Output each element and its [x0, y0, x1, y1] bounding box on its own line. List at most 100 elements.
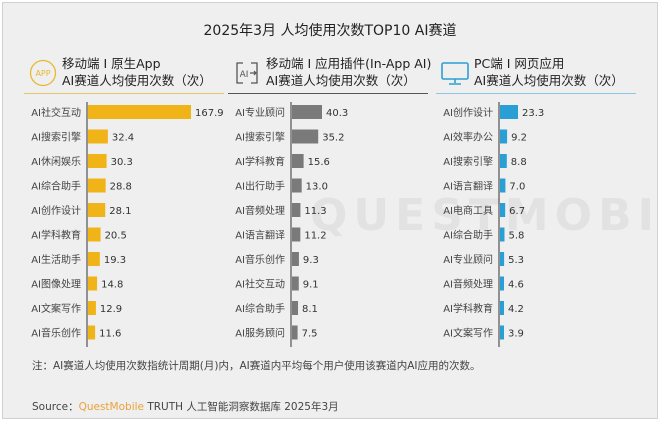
- bar: [88, 203, 106, 217]
- bar: [292, 325, 298, 340]
- category-label: AI专业顾问: [443, 253, 493, 266]
- value-label: 5.3: [508, 255, 524, 266]
- bar: [292, 129, 319, 144]
- value-label: 9.3: [303, 255, 319, 266]
- bar: [88, 227, 101, 242]
- bar: [292, 227, 301, 242]
- bar: [500, 178, 506, 193]
- bar: [88, 105, 191, 119]
- category-label: AI搜索引擎: [235, 131, 285, 144]
- value-label: 30.3: [111, 157, 133, 168]
- bar: [500, 129, 508, 144]
- category-label: AI电商工具: [443, 204, 493, 217]
- category-label: AI语言翻译: [235, 229, 285, 242]
- panel-header: APP 移动端 I 原生App AI赛道人均使用次数（次）: [24, 52, 224, 94]
- bar: [88, 252, 100, 266]
- category-label: AI服务顾问: [235, 327, 285, 340]
- value-label: 3.9: [508, 329, 524, 340]
- bar: [88, 325, 96, 340]
- bar: [500, 325, 504, 340]
- app-icon: APP: [28, 58, 58, 88]
- category-label: AI社交互动: [235, 278, 285, 291]
- monitor-icon: [440, 58, 470, 88]
- panel-subtitle: AI赛道人均使用次数（次）: [62, 73, 212, 88]
- category-label: AI创作设计: [443, 106, 493, 119]
- panel-title: PC端 I 网页应用: [474, 56, 565, 71]
- value-label: 14.8: [101, 280, 123, 291]
- value-label: 19.3: [104, 255, 126, 266]
- bar: [500, 227, 505, 242]
- bar: [88, 154, 107, 168]
- category-label: AI效率办公: [443, 131, 493, 144]
- category-label: AI综合助手: [235, 302, 285, 315]
- category-label: AI社交互动: [31, 106, 81, 119]
- value-label: 23.3: [522, 108, 544, 119]
- bar: [292, 301, 299, 315]
- panel-header: PC端 I 网页应用 AI赛道人均使用次数（次）: [436, 52, 636, 94]
- svg-text:AI: AI: [240, 70, 249, 80]
- category-label: AI音频处理: [443, 278, 493, 291]
- category-label: AI创作设计: [31, 204, 81, 217]
- value-label: 4.6: [508, 280, 524, 291]
- panel-subtitle: AI赛道人均使用次数（次）: [474, 73, 624, 88]
- category-label: AI音频处理: [235, 204, 285, 217]
- value-label: 8.8: [511, 157, 527, 168]
- value-label: 40.3: [326, 108, 348, 119]
- value-label: 35.2: [322, 133, 344, 144]
- panel-native-app: APP 移动端 I 原生App AI赛道人均使用次数（次） AI社交互动 167.9…: [24, 52, 224, 352]
- value-label: 8.1: [302, 304, 318, 315]
- panel-in-app-ai: AI 移动端 I 应用插件(In-App AI) AI赛道人均使用次数（次） AI…: [228, 52, 432, 352]
- bar: [88, 129, 108, 144]
- bar: [292, 252, 299, 266]
- value-label: 11.2: [304, 231, 326, 242]
- value-label: 12.9: [100, 304, 122, 315]
- bar-chart-pc-web: AI创作设计 23.3 AI效率办公 9.2 AI搜索引擎 8.8 AI语言翻译 7.0 AI电…: [443, 102, 544, 347]
- category-label: AI出行助手: [235, 180, 285, 193]
- value-label: 5.8: [508, 231, 524, 242]
- category-label: AI专业顾问: [235, 106, 285, 119]
- category-label: AI图像处理: [31, 279, 81, 291]
- category-label: AI学科教育: [235, 155, 285, 168]
- value-label: 9.1: [303, 280, 319, 291]
- panel-title: 移动端 I 应用插件(In-App AI): [266, 56, 432, 71]
- value-label: 167.9: [195, 108, 224, 119]
- bar: [500, 301, 504, 315]
- bar: [292, 276, 299, 291]
- value-label: 20.5: [105, 231, 127, 242]
- panel-title: 移动端 I 原生App: [62, 56, 161, 71]
- category-label: AI搜索引擎: [443, 155, 493, 168]
- value-label: 11.6: [99, 329, 121, 340]
- category-label: AI音乐创作: [235, 253, 285, 266]
- footnote: 注：AI赛道人均使用次数指统计周期(月)内，AI赛道内平均每个用户使用该赛道内A…: [32, 360, 481, 372]
- value-label: 28.8: [110, 182, 132, 193]
- category-label: AI综合助手: [443, 229, 493, 242]
- source-brand: QuestMobile: [78, 401, 144, 413]
- category-label: AI搜索引擎: [31, 131, 81, 144]
- bar: [88, 301, 96, 315]
- bar-chart-native-app: AI社交互动 167.9 AI搜索引擎 32.4 AI休闲娱乐 30.3 AI综合助手 28.…: [31, 102, 224, 347]
- bar: [88, 276, 98, 291]
- bar: [500, 203, 506, 217]
- value-label: 4.2: [508, 304, 524, 315]
- bar: [500, 105, 518, 119]
- bar: [500, 154, 507, 168]
- value-label: 9.2: [511, 133, 527, 144]
- bar: [292, 203, 301, 217]
- category-label: AI文案写作: [31, 302, 81, 315]
- category-label: AI学科教育: [31, 229, 81, 242]
- bar: [500, 252, 505, 266]
- value-label: 28.1: [109, 206, 131, 217]
- chart-title: 2025年3月 人均使用次数TOP10 AI赛道: [203, 23, 457, 39]
- category-label: AI学科教育: [443, 302, 493, 315]
- svg-text:APP: APP: [35, 69, 50, 78]
- panel-subtitle: AI赛道人均使用次数（次）: [266, 73, 416, 88]
- category-label: AI语言翻译: [443, 180, 493, 193]
- value-label: 7.0: [509, 182, 525, 193]
- value-label: 15.6: [308, 157, 330, 168]
- ai-plugin-icon: AI: [232, 58, 262, 88]
- category-label: AI文案写作: [443, 327, 493, 340]
- value-label: 7.5: [302, 329, 318, 340]
- bar: [292, 178, 302, 193]
- source-label: Source：: [32, 401, 79, 413]
